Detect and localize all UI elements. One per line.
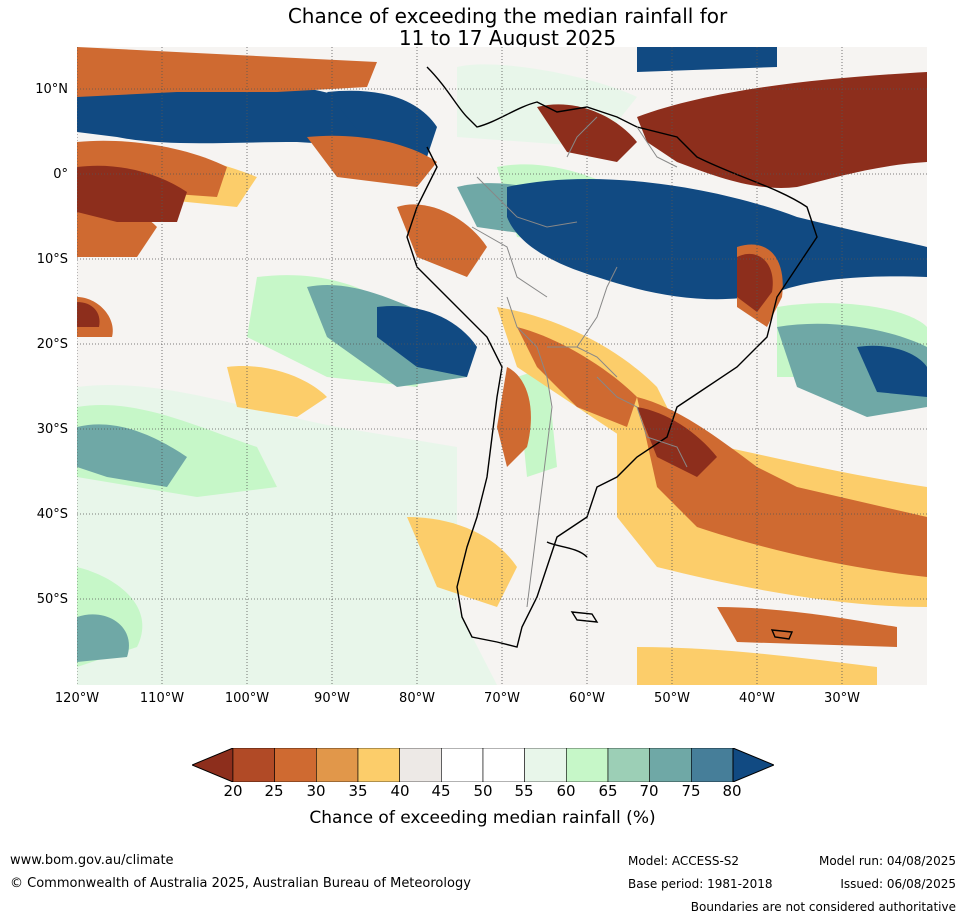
- colorbar: [192, 748, 774, 782]
- footer-model-run: Model run: 04/08/2025: [818, 854, 956, 868]
- lon-label-50w: 50°W: [654, 691, 690, 706]
- footer-copyright: © Commonwealth of Australia 2025, Austra…: [10, 876, 471, 891]
- south-america-coastline: [406, 66, 818, 648]
- colorbar-tick-20: 20: [223, 782, 243, 800]
- colorbar-segment: [357, 748, 400, 782]
- map-gridlines: [77, 47, 927, 685]
- lon-label-40w: 40°W: [739, 691, 775, 706]
- footer-disclaimer: Boundaries are not considered authoritat…: [690, 900, 956, 914]
- colorbar-tick-25: 25: [264, 782, 284, 800]
- colorbar-segment: [399, 748, 442, 782]
- lon-label-90w: 90°W: [314, 691, 350, 706]
- colorbar-tick-35: 35: [348, 782, 368, 800]
- lat-label-50s: 50°S: [36, 592, 68, 607]
- colorbar-tick-70: 70: [639, 782, 659, 800]
- lat-label-20s: 20°S: [36, 337, 68, 352]
- colorbar-tick-65: 65: [598, 782, 618, 800]
- colorbar-segment: [607, 748, 650, 782]
- lon-label-120w: 120°W: [54, 691, 100, 706]
- footer-issued: Issued: 06/08/2025: [840, 877, 956, 891]
- colorbar-segment: [274, 748, 317, 782]
- lat-label-10n: 10°N: [35, 82, 68, 97]
- colorbar-segment: [482, 748, 525, 782]
- lon-label-60w: 60°W: [569, 691, 605, 706]
- map-title-line-2: 11 to 17 August 2025: [398, 26, 617, 50]
- lat-label-10s: 10°S: [36, 252, 68, 267]
- colorbar-tick-45: 45: [431, 782, 451, 800]
- probability-field-dark-brown: [77, 72, 927, 477]
- colorbar-extend-low: [192, 748, 234, 782]
- footer-website[interactable]: www.bom.gov.au/climate: [10, 853, 174, 868]
- colorbar-tick-80: 80: [722, 782, 742, 800]
- colorbar-segment: [649, 748, 692, 782]
- colorbar-segment: [232, 748, 275, 782]
- lon-label-80w: 80°W: [399, 691, 435, 706]
- colorbar-segment: [316, 748, 359, 782]
- colorbar-segment: [566, 748, 609, 782]
- colorbar-extend-high: [732, 748, 774, 782]
- rainfall-map: [77, 47, 927, 685]
- lat-label-40s: 40°S: [36, 507, 68, 522]
- colorbar-segment: [441, 748, 484, 782]
- colorbar-tick-40: 40: [390, 782, 410, 800]
- colorbar-label: Chance of exceeding median rainfall (%): [309, 808, 656, 828]
- map-title-line-1: Chance of exceeding the median rainfall …: [287, 4, 728, 28]
- colorbar-tick-55: 55: [514, 782, 534, 800]
- footer-model: Model: ACCESS-S2: [628, 854, 740, 868]
- lat-label-30s: 30°S: [36, 422, 68, 437]
- colorbar-segment: [524, 748, 567, 782]
- probability-field-dark-blue: [77, 47, 927, 397]
- lon-label-100w: 100°W: [224, 691, 270, 706]
- colorbar-tick-30: 30: [306, 782, 326, 800]
- colorbar-tick-75: 75: [681, 782, 701, 800]
- footer-base-period: Base period: 1981-2018: [628, 877, 773, 891]
- map-canvas: [77, 47, 927, 685]
- colorbar-tick-60: 60: [556, 782, 576, 800]
- colorbar-tick-50: 50: [473, 782, 493, 800]
- lat-label-0: 0°: [53, 167, 68, 182]
- lon-label-110w: 110°W: [139, 691, 185, 706]
- colorbar-segment: [691, 748, 734, 782]
- lon-label-30w: 30°W: [824, 691, 860, 706]
- lon-label-70w: 70°W: [484, 691, 520, 706]
